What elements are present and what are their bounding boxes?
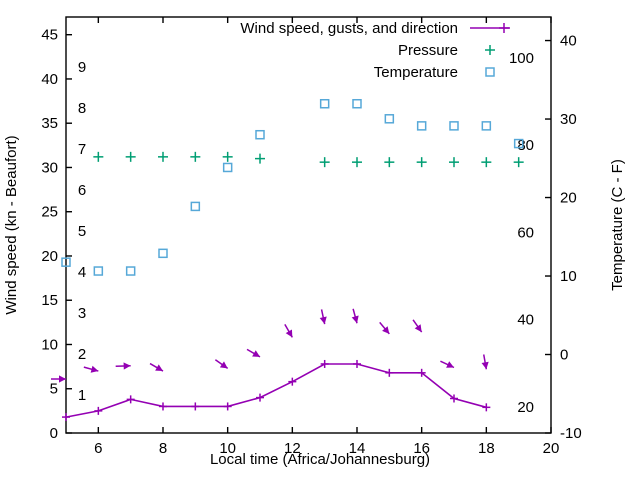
- y-right-tick-label: 30: [560, 111, 577, 128]
- temperature-point: [255, 129, 265, 140]
- y-left-axis-title: Wind speed (kn - Beaufort): [3, 135, 20, 314]
- wind-direction-arrow: [351, 315, 359, 324]
- x-tick-label: 16: [413, 440, 430, 457]
- y-right-tick-label: 40: [560, 33, 577, 50]
- fahrenheit-label: 60: [517, 224, 534, 241]
- y-right-tick-label: 0: [560, 347, 568, 364]
- beaufort-label: 6: [78, 182, 86, 199]
- temperature-point: [384, 114, 395, 124]
- temperature-point: [319, 98, 330, 109]
- fahrenheit-label: 20: [517, 399, 534, 416]
- y-right-tick-label: 10: [560, 268, 577, 285]
- temperature-point: [125, 266, 136, 276]
- fahrenheit-label: 40: [517, 312, 534, 329]
- temperature-point: [449, 121, 459, 131]
- wind-direction-arrow: [155, 364, 163, 372]
- legend-label: Pressure: [398, 42, 458, 59]
- y-right-tick-label: -10: [560, 425, 582, 442]
- x-axis-title: Local time (Africa/Johannesburg): [210, 451, 430, 468]
- temperature-point: [190, 201, 201, 212]
- y-right-tick-label: 20: [560, 190, 577, 207]
- temperature-point: [222, 162, 233, 173]
- temperature-point: [481, 121, 492, 131]
- beaufort-label: 7: [78, 141, 86, 158]
- wind-direction-arrow: [481, 361, 489, 370]
- temperature-point: [93, 266, 104, 276]
- y-left-tick-label: 5: [50, 381, 58, 398]
- legend-label: Temperature: [374, 64, 458, 81]
- wind-direction-arrow: [285, 329, 293, 338]
- wind-direction-arrow: [59, 375, 66, 383]
- temperature-point: [513, 138, 524, 149]
- beaufort-label: 8: [78, 100, 86, 117]
- x-tick-label: 10: [219, 440, 236, 457]
- wind-direction-arrow: [414, 324, 422, 333]
- x-tick-label: 14: [349, 440, 366, 457]
- legend-label: Wind speed, gusts, and direction: [240, 20, 458, 37]
- wind-direction-arrow: [252, 350, 260, 357]
- wind-direction-arrow: [319, 316, 327, 325]
- y-left-tick-label: 15: [41, 292, 58, 309]
- x-tick-label: 6: [94, 440, 102, 457]
- y-left-tick-label: 0: [50, 425, 58, 442]
- y-right-axis-title: Temperature (C - F): [609, 159, 626, 291]
- beaufort-label: 9: [78, 59, 86, 76]
- y-left-tick-label: 35: [41, 115, 58, 132]
- temperature-point: [61, 257, 71, 267]
- beaufort-label: 3: [78, 305, 86, 322]
- beaufort-label: 5: [78, 223, 86, 240]
- beaufort-label: 4: [78, 264, 86, 281]
- y-left-tick-label: 30: [41, 159, 58, 176]
- fahrenheit-label: 100: [509, 50, 534, 67]
- plot-border: [65, 16, 552, 434]
- x-tick-label: 12: [284, 440, 301, 457]
- x-tick-label: 18: [478, 440, 495, 457]
- wind-direction-arrow: [382, 326, 390, 334]
- wind-direction-arrow: [219, 361, 228, 369]
- y-left-tick-label: 25: [41, 204, 58, 221]
- x-tick-label: 20: [543, 440, 560, 457]
- temperature-point: [416, 121, 427, 131]
- y-left-tick-label: 45: [41, 27, 58, 44]
- y-left-tick-label: 20: [41, 248, 58, 265]
- beaufort-label: 1: [78, 387, 86, 404]
- temperature-point: [158, 248, 168, 259]
- x-tick-label: 8: [159, 440, 167, 457]
- y-left-tick-label: 10: [41, 336, 58, 353]
- legend-temperature-marker: [485, 67, 495, 77]
- y-left-tick-label: 40: [41, 71, 58, 88]
- temperature-point: [352, 98, 362, 109]
- fahrenheit-label: 80: [517, 137, 534, 154]
- beaufort-label: 2: [78, 346, 86, 363]
- wind-direction-arrow: [446, 361, 454, 368]
- wind-direction-arrow: [123, 362, 131, 370]
- wind-direction-arrow: [90, 365, 99, 373]
- wind-speed-line: [65, 363, 487, 418]
